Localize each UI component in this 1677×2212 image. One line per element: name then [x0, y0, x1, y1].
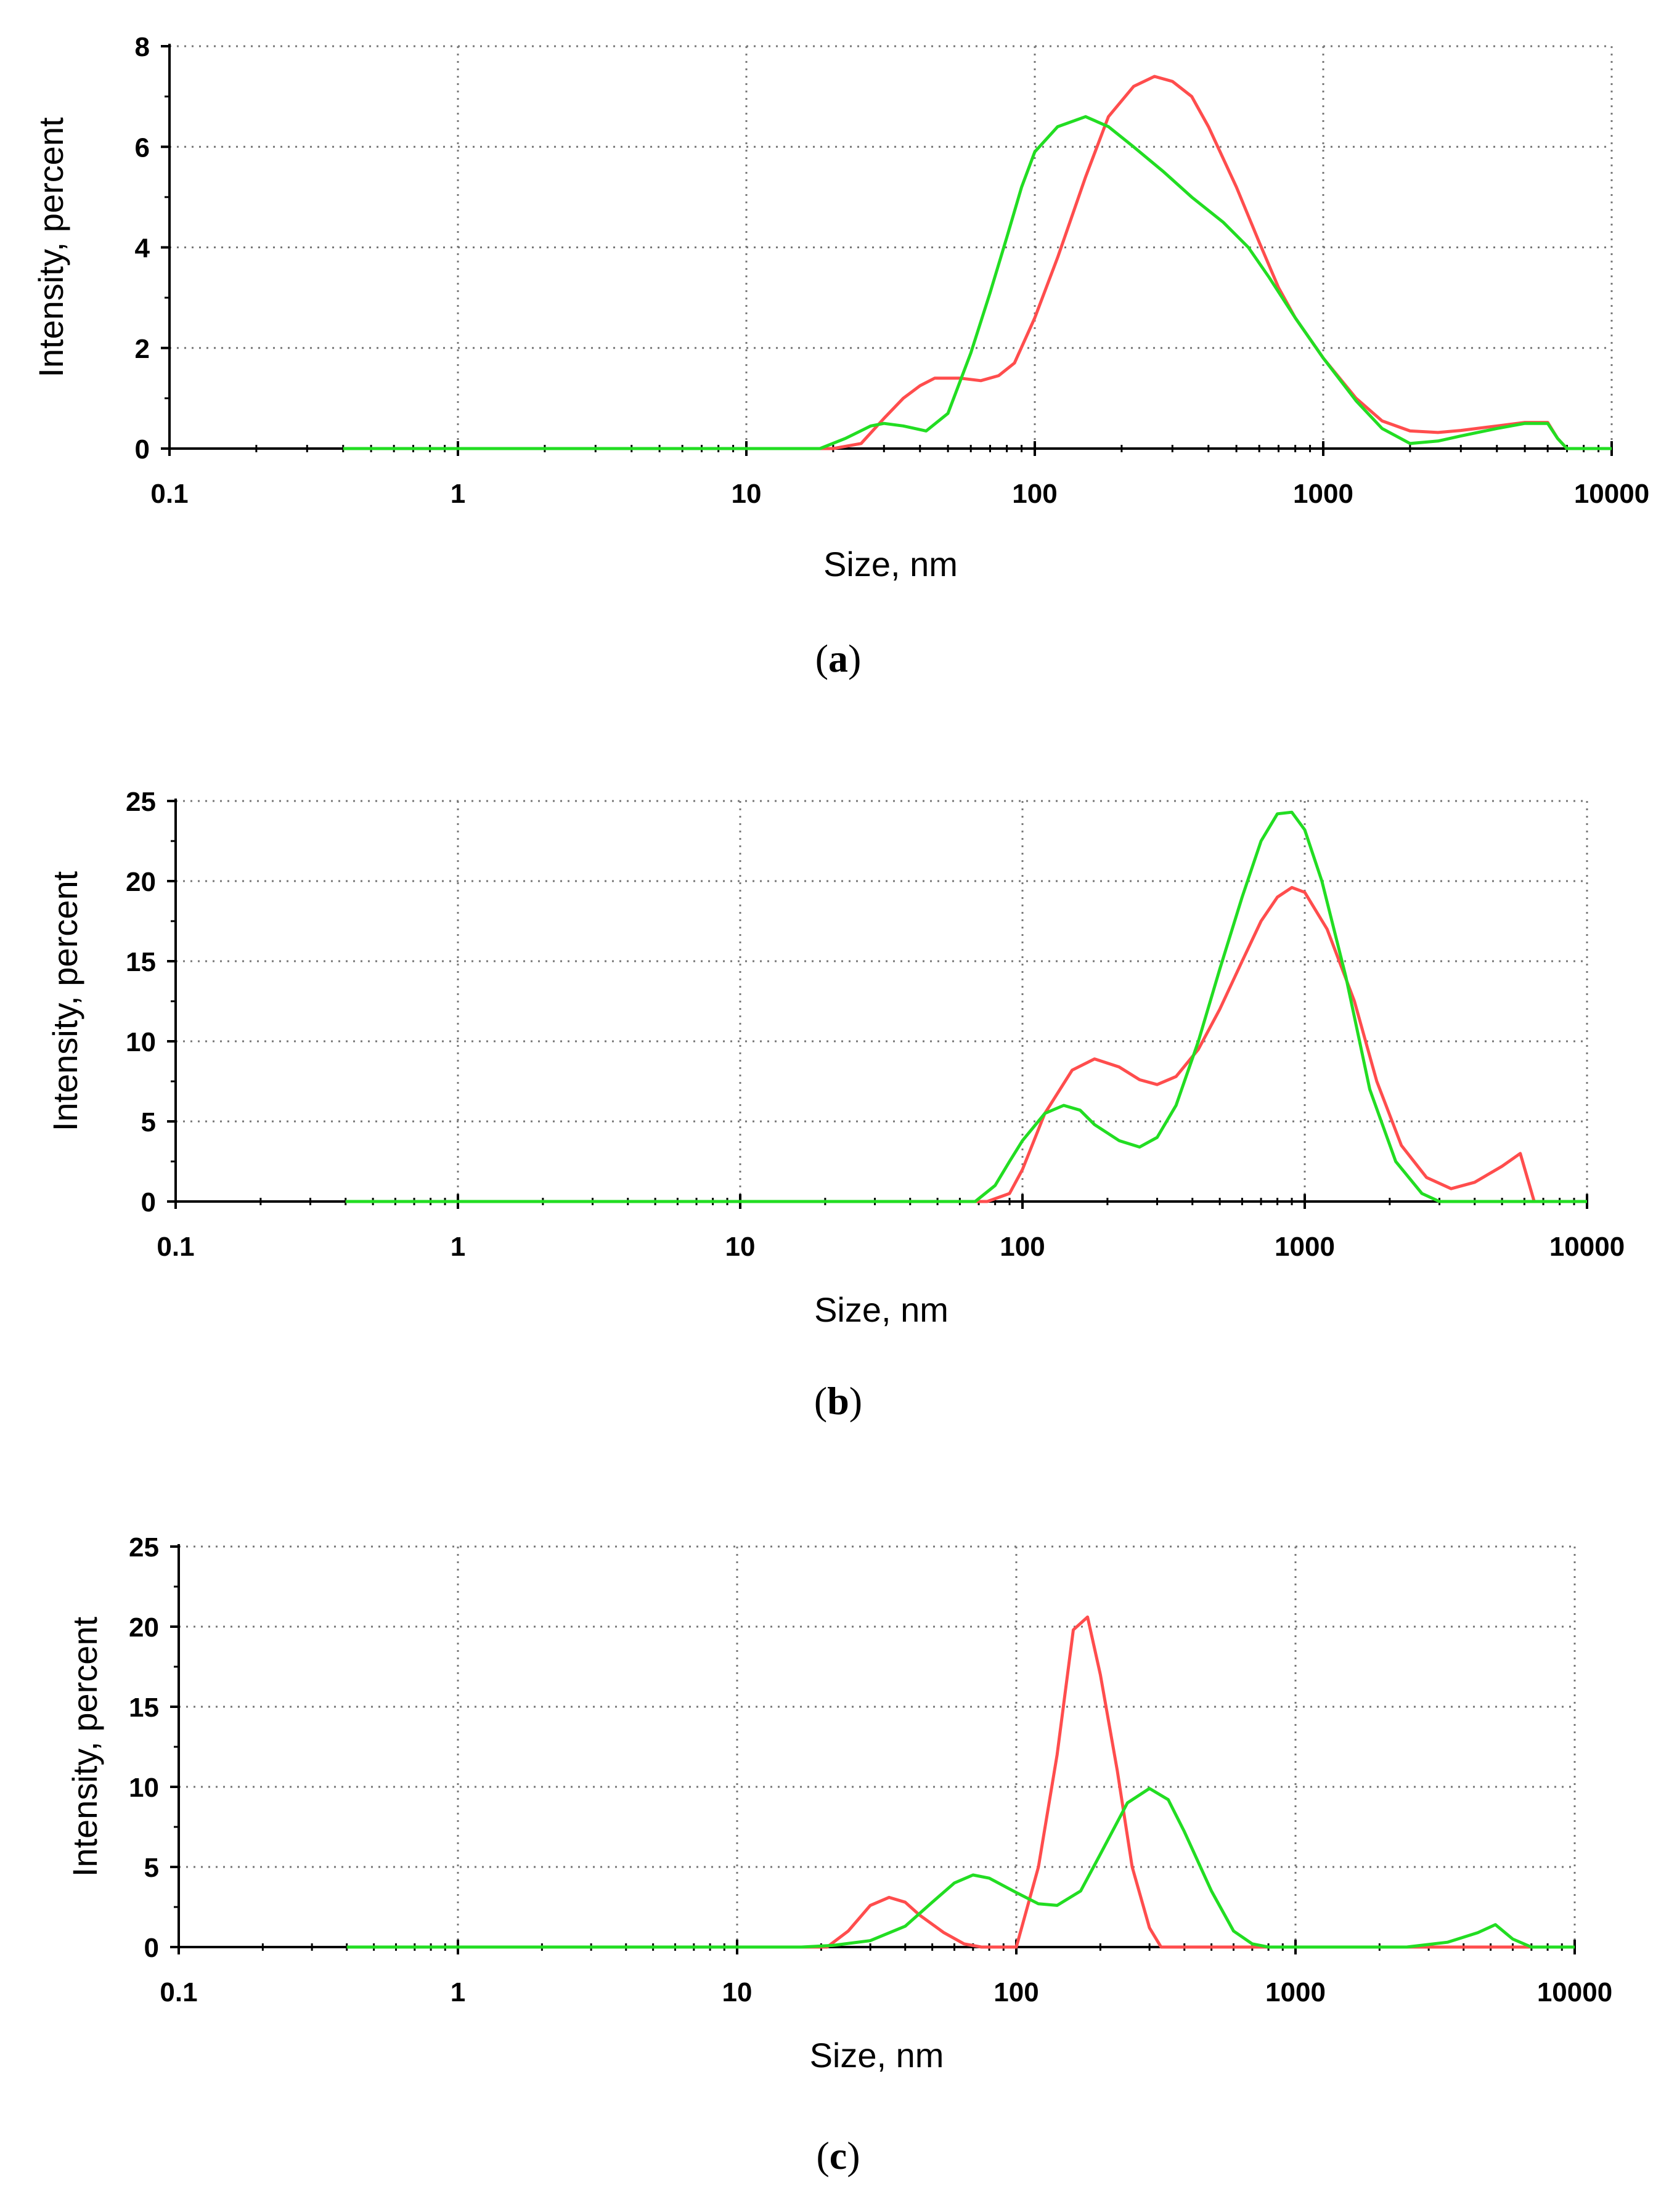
series-line-green — [345, 810, 1587, 1203]
y-tick-label: 25 — [129, 1532, 159, 1563]
y-tick-label: 2 — [135, 334, 150, 364]
x-tick-label: 100 — [994, 1977, 1038, 2007]
x-axis-label: Size, nm — [814, 1290, 949, 1329]
y-tick-label: 4 — [135, 234, 150, 264]
x-tick-label: 1000 — [1265, 1977, 1326, 2007]
chart-panel-c: 0.1 1 10 100 1000 10000 0 5 10 15 20 25 Size, nm In… — [65, 1532, 1612, 2177]
x-axis-label: Size, nm — [823, 545, 958, 583]
x-tick-label: 100 — [1000, 1232, 1045, 1262]
series-line-red — [343, 75, 1612, 450]
y-tick-label: 25 — [126, 787, 156, 817]
x-tick-label: 1000 — [1293, 479, 1353, 509]
x-tick-label: 10 — [722, 1977, 753, 2007]
x-tick-label: 10000 — [1537, 1977, 1612, 2007]
y-tick-label: 8 — [135, 32, 150, 62]
y-tick-label: 20 — [126, 867, 156, 897]
series-line-green — [343, 115, 1612, 450]
y-tick-label: 0 — [144, 1933, 159, 1963]
series-line-green — [346, 1787, 1575, 1949]
y-tick-label: 5 — [141, 1107, 156, 1137]
x-tick-label: 0.1 — [150, 479, 188, 509]
y-tick-label: 15 — [126, 947, 156, 977]
y-tick-label: 15 — [129, 1693, 159, 1723]
panel-letter: b — [827, 1379, 849, 1423]
y-tick-label: 10 — [129, 1773, 159, 1803]
x-tick-label: 1000 — [1275, 1232, 1335, 1262]
y-tick-label: 5 — [144, 1853, 159, 1883]
x-tick-label: 1 — [451, 479, 465, 509]
x-tick-label: 0.1 — [157, 1232, 194, 1262]
panel-label: (c) — [816, 2134, 860, 2177]
y-tick-label: 6 — [135, 132, 150, 163]
x-tick-label: 100 — [1012, 479, 1057, 509]
panel-label: (b) — [814, 1379, 862, 1423]
y-tick-label: 10 — [126, 1027, 156, 1057]
x-tick-label: 10000 — [1574, 479, 1649, 509]
x-tick-label: 10000 — [1549, 1232, 1625, 1262]
y-tick-label: 0 — [141, 1187, 156, 1218]
y-axis-label: Intensity, percent — [31, 117, 70, 378]
x-tick-label: 10 — [725, 1232, 756, 1262]
chart-panel-a: 0.1 1 10 100 1000 10000 0 2 4 6 8 Size, nm Intensi… — [31, 32, 1649, 680]
y-tick-label: 20 — [129, 1612, 159, 1643]
x-tick-label: 1 — [451, 1977, 465, 2007]
panel-letter: a — [828, 636, 848, 680]
x-tick-label: 10 — [732, 479, 762, 509]
series-line-red — [345, 885, 1587, 1203]
x-tick-label: 1 — [451, 1232, 465, 1262]
panel-letter: c — [830, 2134, 847, 2177]
y-tick-label: 0 — [135, 434, 150, 465]
series-line-red — [346, 1615, 1575, 1949]
y-axis-label: Intensity, percent — [46, 871, 84, 1131]
panel-label: (a) — [815, 636, 862, 680]
x-axis-label: Size, nm — [810, 2036, 944, 2075]
y-axis-label: Intensity, percent — [65, 1616, 104, 1877]
x-tick-label: 0.1 — [160, 1977, 197, 2007]
chart-panel-b: 0.1 1 10 100 1000 10000 0 5 10 15 20 25 Size, nm In… — [46, 787, 1625, 1423]
